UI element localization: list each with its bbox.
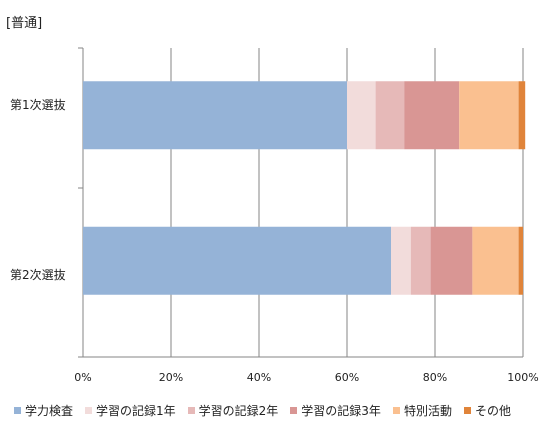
- legend-swatch: [463, 407, 471, 414]
- category-label-2: 第2次選抜: [10, 268, 66, 282]
- chart-title: [普通]: [6, 16, 43, 31]
- bar-segment-1-5: [459, 81, 519, 150]
- legend-item: 学習の記録2年: [187, 402, 279, 419]
- bar-segment-1-1: [83, 81, 347, 150]
- x-tick-label: 0%: [74, 371, 91, 384]
- bar-segment-2-1: [83, 226, 391, 295]
- x-tick-label: 80%: [423, 371, 447, 384]
- legend-item: 学習の記録1年: [85, 402, 176, 419]
- bar-segment-2-2: [391, 226, 411, 295]
- x-tick-label: 60%: [335, 371, 359, 384]
- x-tick-label: 100%: [507, 371, 538, 384]
- legend-label: 学習の記録3年: [301, 404, 381, 418]
- legend-swatch: [85, 407, 93, 414]
- bar-segment-2-3: [410, 226, 431, 295]
- legend-swatch: [187, 407, 195, 414]
- legend-item: 学習の記録3年: [290, 402, 381, 419]
- category-label-1: 第1次選抜: [10, 98, 66, 112]
- legend-item: 学力検査: [14, 402, 73, 419]
- legend-label: 特別活動: [403, 404, 452, 418]
- bar-segment-1-3: [375, 81, 405, 150]
- x-tick-label: 40%: [247, 371, 271, 384]
- x-tick-label: 20%: [159, 371, 183, 384]
- stacked-bar-chart: 0% 20% 40% 60% 80% 100%: [74, 47, 539, 384]
- legend-item: その他: [463, 402, 511, 419]
- bar-segment-1-6: [518, 81, 526, 150]
- legend-item: 特別活動: [392, 402, 452, 419]
- legend-label: その他: [474, 404, 511, 418]
- bar-segment-2-4: [430, 226, 473, 295]
- bar-segment-2-5: [472, 226, 519, 295]
- bar-segment-1-2: [347, 81, 376, 150]
- legend-swatch: [392, 407, 400, 414]
- legend-label: 学習の記録1年: [96, 404, 176, 418]
- legend-label: 学力検査: [25, 404, 74, 418]
- legend-swatch: [14, 407, 21, 414]
- bar-segment-2-6: [518, 226, 523, 295]
- chart-legend: 学力検査 学習の記録1年 学習の記録2年 学習の記録3年 特別活動 その他: [14, 402, 523, 419]
- bar-segment-1-4: [404, 81, 460, 150]
- legend-swatch: [290, 407, 298, 414]
- legend-label: 学習の記録2年: [198, 404, 279, 418]
